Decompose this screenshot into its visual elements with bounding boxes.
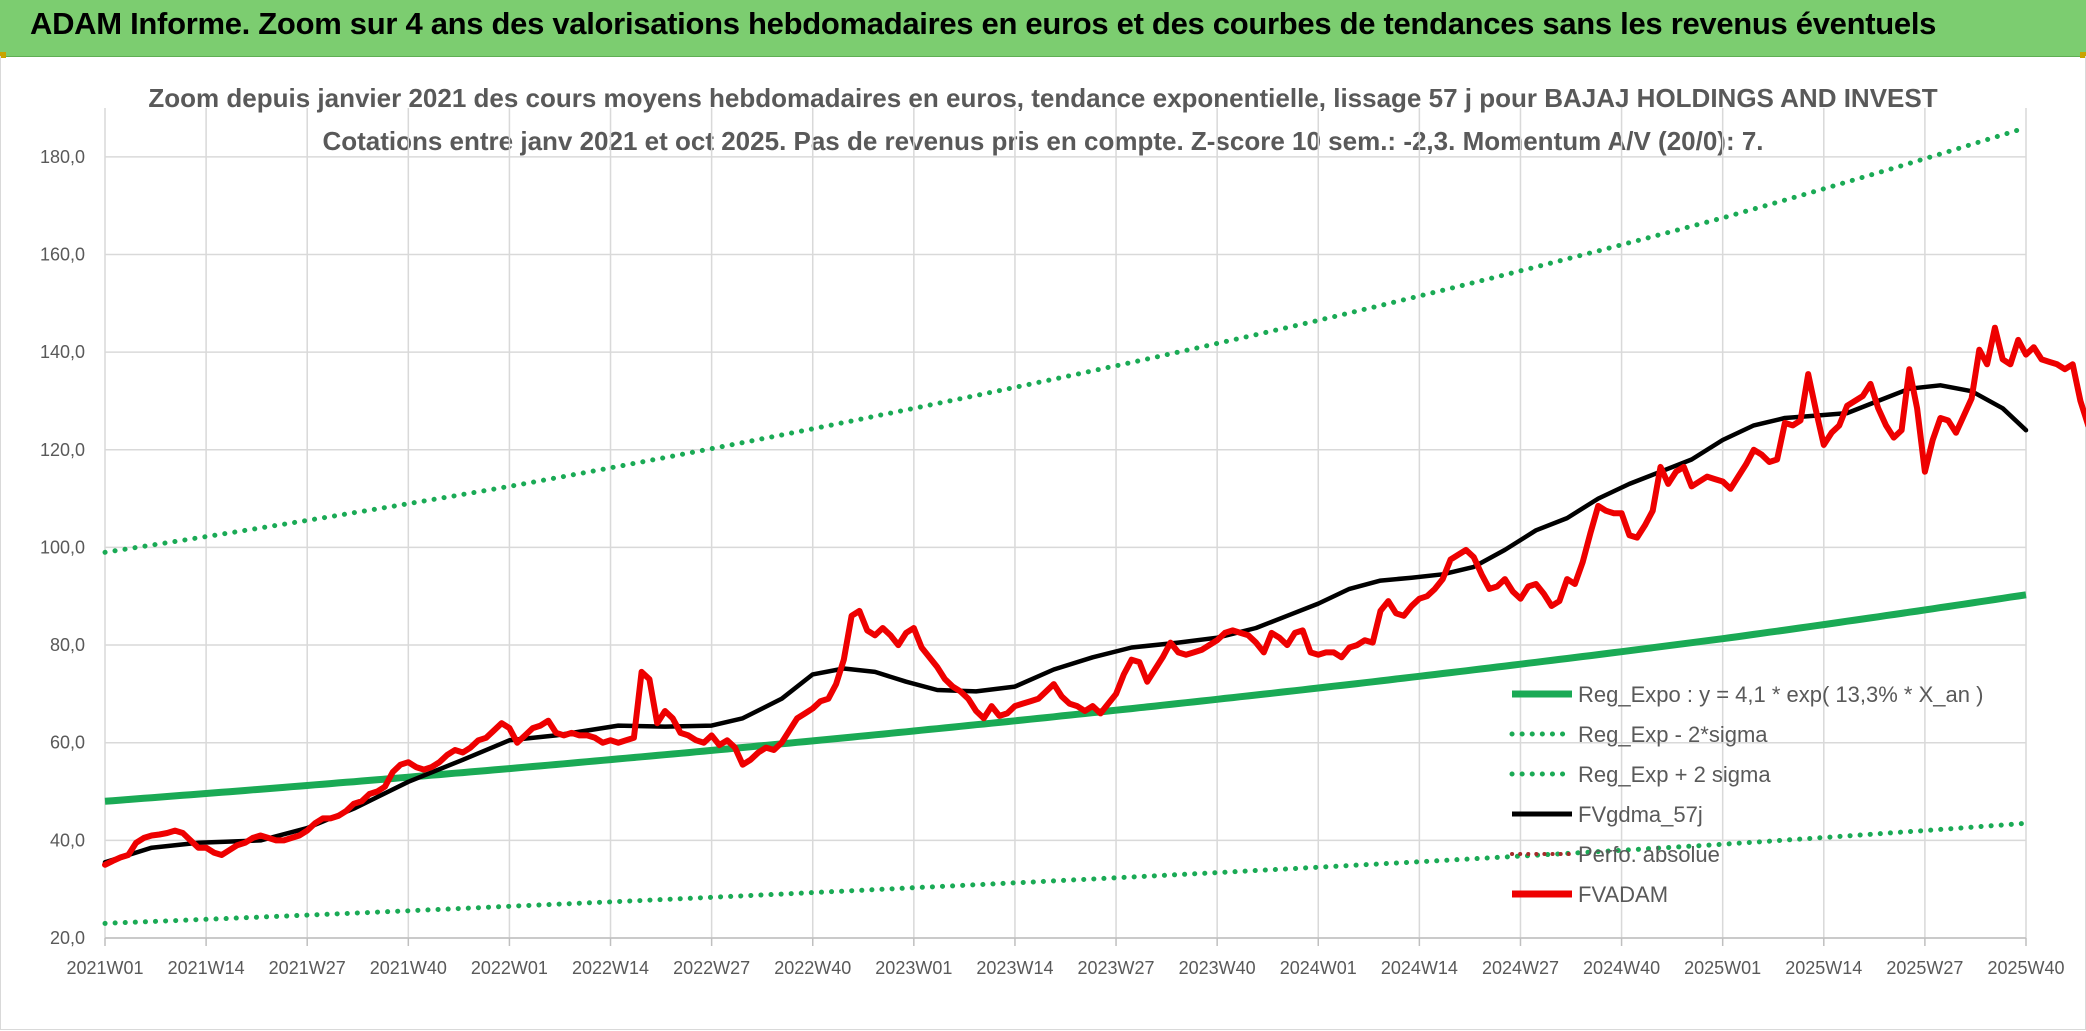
x-tick-label: 2025W01 — [1684, 958, 1761, 978]
header-banner: ADAM Informe. Zoom sur 4 ans des valoris… — [0, 0, 2086, 57]
y-tick-label: 20,0 — [50, 928, 85, 948]
legend-label: Reg_Exp - 2*sigma — [1578, 722, 1768, 747]
y-tick-label: 120,0 — [40, 440, 85, 460]
x-tick-label: 2021W01 — [66, 958, 143, 978]
upper-band-line — [102, 125, 2029, 555]
x-tick-label: 2024W01 — [1280, 958, 1357, 978]
x-tick-label: 2024W14 — [1381, 958, 1458, 978]
corner-marker-right — [2080, 52, 2086, 58]
x-tick-label: 2022W01 — [471, 958, 548, 978]
x-tick-label: 2025W40 — [1987, 958, 2064, 978]
legend-label: FVgdma_57j — [1578, 802, 1703, 827]
price-line — [102, 324, 2086, 868]
legend-label: Perfo. absolue — [1578, 842, 1720, 867]
lower-band-line — [102, 820, 2029, 926]
x-tick-label: 2021W40 — [370, 958, 447, 978]
x-tick-label: 2022W27 — [673, 958, 750, 978]
legend-label: FVADAM — [1578, 882, 1668, 907]
chart-title: Zoom depuis janvier 2021 des cours moyen… — [148, 83, 1938, 113]
x-tick-label: 2024W40 — [1583, 958, 1660, 978]
legend-label: Reg_Expo : y = 4,1 * exp( 13,3% * X_an ) — [1578, 682, 1983, 707]
x-tick-label: 2023W14 — [976, 958, 1053, 978]
x-tick-label: 2021W27 — [269, 958, 346, 978]
banner-title: ADAM Informe. Zoom sur 4 ans des valoris… — [30, 6, 1937, 41]
smoothed-line — [102, 383, 2029, 865]
legend-label: Reg_Exp + 2 sigma — [1578, 762, 1771, 787]
x-tick-label: 2025W14 — [1785, 958, 1862, 978]
corner-marker-left — [0, 52, 6, 58]
y-tick-label: 80,0 — [50, 635, 85, 655]
x-tick-label: 2022W40 — [774, 958, 851, 978]
x-tick-label: 2024W27 — [1482, 958, 1559, 978]
y-tick-label: 140,0 — [40, 342, 85, 362]
x-tick-label: 2023W40 — [1179, 958, 1256, 978]
y-tick-label: 60,0 — [50, 733, 85, 753]
x-tick-label: 2022W14 — [572, 958, 649, 978]
x-tick-label: 2023W01 — [875, 958, 952, 978]
chart-subtitle: Cotations entre janv 2021 et oct 2025. P… — [322, 126, 1764, 156]
y-tick-label: 100,0 — [40, 537, 85, 557]
y-tick-label: 180,0 — [40, 147, 85, 167]
x-tick-label: 2021W14 — [168, 958, 245, 978]
x-tick-label: 2023W27 — [1078, 958, 1155, 978]
y-tick-label: 40,0 — [50, 830, 85, 850]
y-tick-label: 160,0 — [40, 244, 85, 264]
x-tick-label: 2025W27 — [1886, 958, 1963, 978]
